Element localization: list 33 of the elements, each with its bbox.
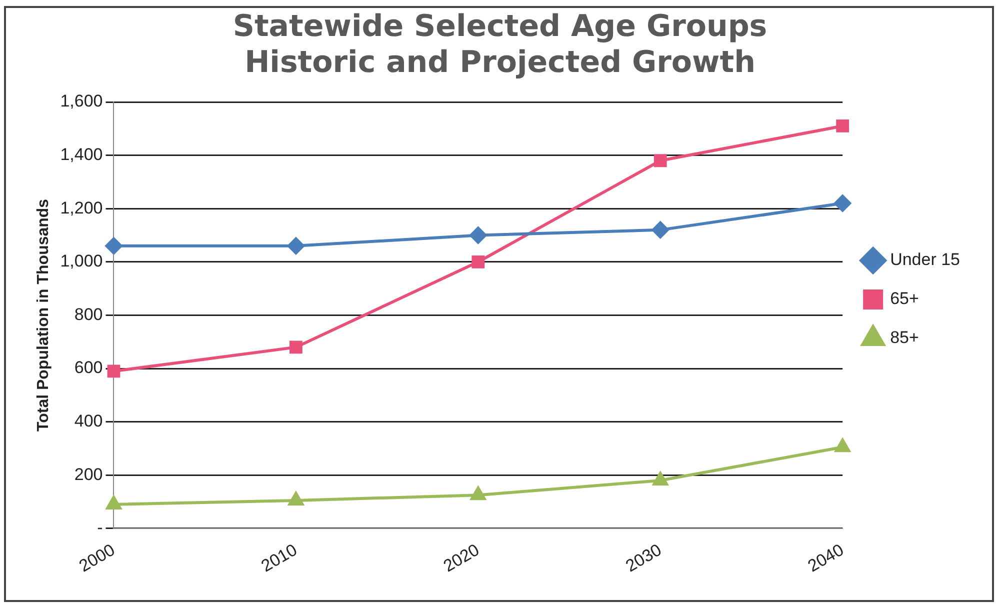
point: [105, 237, 122, 254]
x-tick-label: 2010: [258, 540, 300, 576]
legend-label: Under 15: [890, 250, 960, 270]
point: [836, 120, 850, 132]
y-tick-label: 1,200: [60, 198, 103, 218]
x-tick-label: 2000: [76, 540, 118, 576]
point: [652, 221, 669, 238]
point: [287, 237, 304, 254]
point: [834, 194, 852, 212]
point: [288, 492, 304, 506]
point: [290, 340, 302, 354]
chart-title: Statewide Selected Age Groups Historic and Projected Growth: [232, 8, 768, 80]
y-tick-label: 800: [74, 304, 103, 324]
legend-label: 65+: [890, 289, 919, 308]
legend-label: 85+: [890, 328, 919, 348]
y-tick-label: 600: [74, 358, 103, 378]
point: [835, 438, 850, 452]
y-tick-label: 1,600: [60, 92, 103, 111]
y-tick-label: 1,400: [60, 144, 103, 164]
point: [472, 255, 485, 268]
y-tick-label: 400: [74, 412, 103, 431]
x-tick-label: 2040: [804, 540, 847, 576]
point: [106, 496, 122, 510]
y-tick-label: -: [97, 518, 103, 538]
y-tick-label: 1,000: [60, 252, 103, 271]
point: [470, 486, 486, 500]
point: [652, 472, 668, 486]
y-axis-title: Total Population in Thousands: [35, 198, 52, 432]
point: [654, 154, 667, 168]
x-tick-label: 2030: [622, 540, 665, 576]
x-tick-label: 2020: [440, 540, 482, 576]
point: [470, 226, 487, 244]
y-tick-label: 200: [74, 464, 103, 484]
